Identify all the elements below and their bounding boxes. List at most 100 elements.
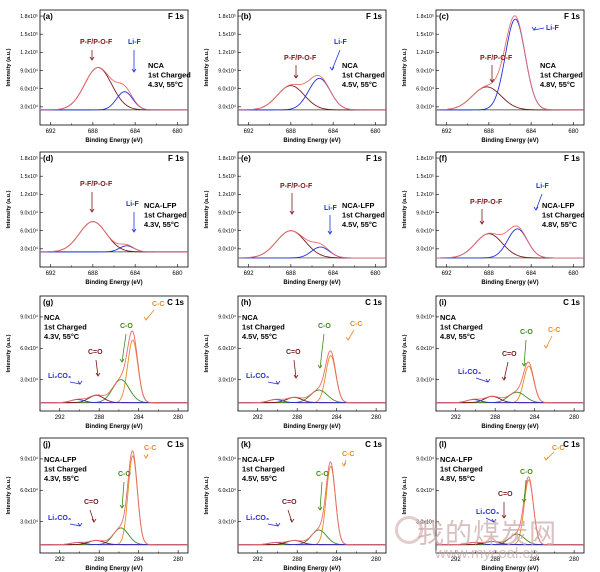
envelope-curve xyxy=(436,476,584,546)
x-tick-label: 292 xyxy=(55,415,66,421)
peak-label: C=O xyxy=(88,349,103,356)
fit-peak-3 xyxy=(40,540,188,546)
x-tick-label: 692 xyxy=(442,129,453,135)
annotation-arrowhead xyxy=(345,336,351,341)
y-tick-label: 6.0x10⁴ xyxy=(416,346,434,352)
y-tick-label: 9.0x10⁴ xyxy=(416,315,434,321)
x-tick-label: 688 xyxy=(286,129,297,135)
plot-frame xyxy=(39,437,189,554)
fit-peak-2 xyxy=(436,391,584,404)
panel-label: (h) xyxy=(241,298,252,307)
annotation-arrow xyxy=(293,359,297,379)
panel-label: (f) xyxy=(439,154,447,163)
sample-info: 4.5V, 55°C xyxy=(242,474,278,483)
y-tick-label: 6.0x10⁴ xyxy=(416,488,434,494)
plot-frame xyxy=(39,295,189,412)
panel-label: (j) xyxy=(43,440,51,449)
x-tick-label: 680 xyxy=(370,271,381,277)
x-tick-label: 284 xyxy=(530,557,541,563)
y-tick-label: 1.2x10⁵ xyxy=(416,50,434,56)
panel-k: 3.0x10⁴ 6.0x10⁴ 9.0x10⁴ Intensity (a.u.) 292… xyxy=(204,437,387,572)
y-tick-label: 1.2x10⁵ xyxy=(218,50,236,56)
annotation-arrowhead xyxy=(89,208,95,213)
sample-info: 1st Charged xyxy=(542,211,585,220)
sample-info: 1st Charged xyxy=(44,323,87,332)
annotation-arrow xyxy=(523,479,527,503)
element-title: C 1s xyxy=(365,440,382,449)
annotation-arrow xyxy=(121,333,127,363)
annotation-arrowhead xyxy=(143,454,149,459)
y-tick-label: 1.5x10⁵ xyxy=(218,32,236,38)
x-axis-label: Binding Energy (eV) xyxy=(283,280,340,286)
envelope-curve xyxy=(238,461,386,546)
x-tick-label: 284 xyxy=(530,415,541,421)
annotation-arrowhead xyxy=(77,522,83,527)
x-tick-label: 284 xyxy=(332,557,343,563)
y-tick-label: 3.0x10⁴ xyxy=(416,377,434,383)
peak-label: C-C xyxy=(342,451,354,458)
x-tick-label: 280 xyxy=(173,557,184,563)
x-tick-label: 284 xyxy=(332,415,343,421)
peak-label: P-F/P-O-F xyxy=(80,181,113,188)
annotation-arrowhead xyxy=(289,518,295,523)
annotation-arrowhead xyxy=(293,74,299,79)
fit-peak-2 xyxy=(238,529,386,546)
y-tick-label: 9.0x10⁴ xyxy=(20,210,38,216)
sample-info: 1st Charged xyxy=(440,323,483,332)
plot-frame xyxy=(39,9,189,126)
y-tick-label: 3.0x10⁴ xyxy=(218,377,236,383)
sample-info: 1st Charged xyxy=(144,211,187,220)
envelope-curve xyxy=(40,66,188,111)
annotation-arrow xyxy=(287,509,293,523)
y-tick-label: 1.8x10⁵ xyxy=(20,14,38,20)
x-tick-label: 280 xyxy=(569,557,580,563)
annotation-arrowhead xyxy=(119,504,125,509)
y-tick-label: 9.0x10⁴ xyxy=(20,315,38,321)
x-tick-label: 280 xyxy=(173,415,184,421)
annotation-arrowhead xyxy=(491,518,497,523)
panel-label: (c) xyxy=(439,12,449,21)
element-title: F 1s xyxy=(168,154,185,163)
y-tick-label: 3.0x10⁴ xyxy=(416,519,434,525)
x-axis-label: Binding Energy (eV) xyxy=(481,138,538,144)
x-tick-label: 292 xyxy=(253,557,264,563)
peak-label: C-C xyxy=(152,301,164,308)
sample-info: 4.8V, 55°C xyxy=(540,80,576,89)
peak-label: Li₂CO₃ xyxy=(48,373,71,380)
sample-info: 1st Charged xyxy=(440,465,483,474)
sample-info: NCA-LFP xyxy=(144,201,177,210)
peak-label: C=O xyxy=(282,499,297,506)
x-axis-label: Binding Energy (eV) xyxy=(85,138,142,144)
y-tick-label: 6.0x10⁴ xyxy=(416,86,434,92)
x-axis-label: Binding Energy (eV) xyxy=(283,566,340,572)
annotation-arrow xyxy=(267,523,279,527)
sample-info: 4.3V, 55°C xyxy=(44,474,80,483)
fit-peak-3 xyxy=(238,540,386,546)
y-tick-label: 1.5x10⁵ xyxy=(20,32,38,38)
sample-info: NCA-LFP xyxy=(440,455,473,464)
fit-peak-3 xyxy=(436,395,584,404)
peak-label: C-O xyxy=(318,323,331,330)
x-axis-label: Binding Energy (eV) xyxy=(85,280,142,286)
y-tick-label: 3.0x10⁴ xyxy=(20,105,38,111)
peak-label: P-F/P-O-F xyxy=(470,199,503,206)
annotation-arrowhead xyxy=(479,220,485,225)
peak-label: P-F/P-O-F xyxy=(284,55,317,62)
y-tick-label: 3.0x10⁴ xyxy=(20,519,38,525)
y-tick-label: 3.0x10⁴ xyxy=(416,247,434,253)
peak-label: Li-F xyxy=(546,25,560,32)
y-tick-label: 6.0x10⁴ xyxy=(416,228,434,234)
x-axis-label: Binding Energy (eV) xyxy=(283,138,340,144)
y-tick-label: 6.0x10⁴ xyxy=(20,346,38,352)
annotation-arrowhead xyxy=(293,374,299,379)
annotation-arrowhead xyxy=(275,522,281,527)
fit-peak-2 xyxy=(40,245,188,253)
y-axis-label: Intensity (a.u.) xyxy=(402,48,408,86)
annotation-arrowhead xyxy=(533,206,539,211)
peak-label: Li₂CO₃ xyxy=(246,515,269,522)
y-tick-label: 1.5x10⁵ xyxy=(416,32,434,38)
envelope-curve xyxy=(436,225,584,259)
element-title: F 1s xyxy=(168,12,185,21)
annotation-arrow xyxy=(69,523,81,527)
x-axis-label: Binding Energy (eV) xyxy=(85,424,142,430)
